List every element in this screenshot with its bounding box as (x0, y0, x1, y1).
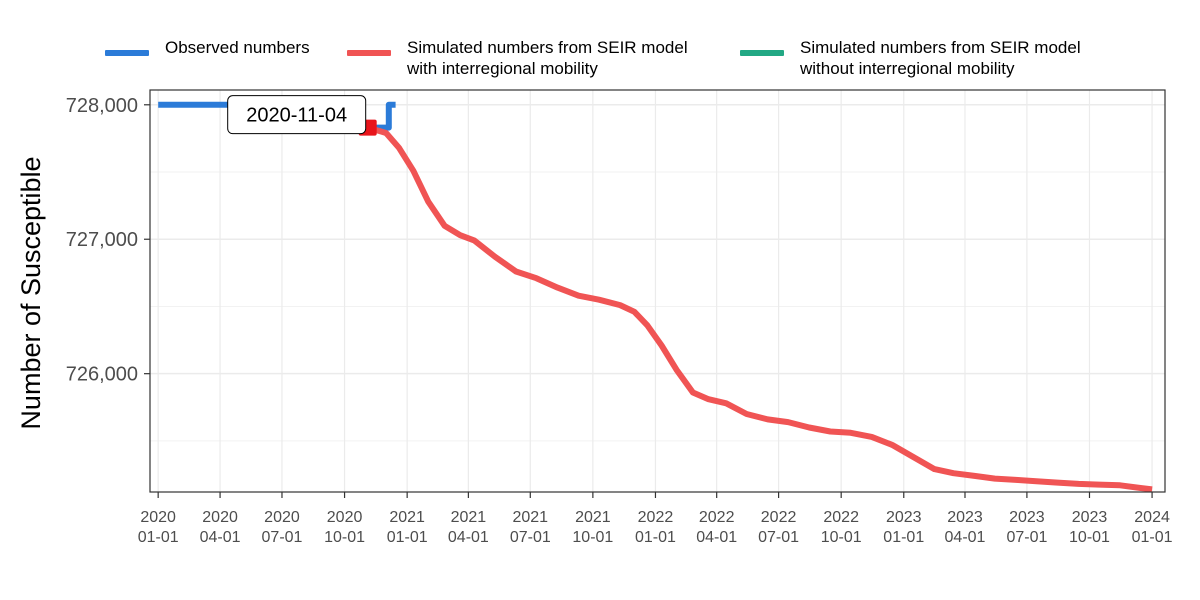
legend-key-without-mobility (740, 50, 784, 56)
x-tick-label-monthday: 01-01 (1132, 529, 1173, 546)
x-tick-label-monthday: 07-01 (758, 529, 799, 546)
grid-layer (150, 90, 1165, 492)
y-axis-title: Number of Susceptible (16, 156, 46, 429)
x-tick-label-year: 2021 (389, 509, 425, 526)
legend-label-observed: Observed numbers (165, 38, 310, 57)
y-tick-label: 727,000 (66, 229, 138, 251)
axis-layer: 2020 01-01 2020 04-01 2020 07-01 2020 10-01 2021… (66, 89, 1173, 546)
panel-border (149, 89, 1166, 493)
x-tick-label-year: 2022 (761, 509, 797, 526)
annotation-box (227, 95, 367, 135)
x-tick-label-monthday: 01-01 (138, 529, 179, 546)
x-tick-label-monthday: 01-01 (883, 529, 924, 546)
x-tick-label-monthday: 01-01 (635, 529, 676, 546)
x-tick-label-year: 2024 (1134, 509, 1170, 526)
legend-key-with-mobility (347, 50, 391, 56)
x-tick-label-year: 2020 (327, 509, 363, 526)
chart-legend: Observed numbers Simulated numbers from … (100, 36, 1200, 80)
series-line-1 (366, 124, 1153, 493)
x-tick-label-year: 2020 (202, 509, 238, 526)
x-tick-label-monthday: 04-01 (448, 529, 489, 546)
x-tick-label-year: 2023 (947, 509, 983, 526)
annotation-layer: 2020-11-04 (227, 95, 377, 136)
x-tick-label-monthday: 04-01 (200, 529, 241, 546)
x-tick-label-year: 2023 (886, 509, 922, 526)
x-tick-label-monthday: 04-01 (696, 529, 737, 546)
legend-label-with-mobility: Simulated numbers from SEIR model with i… (407, 38, 688, 78)
x-tick-label-year: 2020 (140, 509, 176, 526)
x-tick-label-monthday: 10-01 (324, 529, 365, 546)
x-tick-label-monthday: 10-01 (1069, 529, 1110, 546)
x-tick-label-monthday: 04-01 (945, 529, 986, 546)
x-tick-label-year: 2021 (575, 509, 611, 526)
x-tick-label-monthday: 10-01 (821, 529, 862, 546)
x-tick-label-year: 2021 (451, 509, 487, 526)
x-tick-label-year: 2023 (1072, 509, 1108, 526)
x-tick-label-year: 2022 (823, 509, 859, 526)
x-tick-label-year: 2021 (512, 509, 548, 526)
annotation-label: 2020-11-04 (246, 105, 347, 127)
x-tick-label-monthday: 10-01 (572, 529, 613, 546)
legend-label-without-mobility: Simulated numbers from SEIR model withou… (800, 38, 1081, 78)
y-tick-label: 726,000 (66, 364, 138, 386)
x-tick-label-year: 2022 (699, 509, 735, 526)
legend-key-observed (105, 50, 149, 56)
x-tick-label-year: 2022 (638, 509, 674, 526)
x-tick-label-year: 2023 (1009, 509, 1045, 526)
y-tick-label: 728,000 (66, 95, 138, 117)
x-tick-label-monthday: 07-01 (1006, 529, 1047, 546)
x-tick-label-year: 2020 (264, 509, 300, 526)
x-tick-label-monthday: 01-01 (387, 529, 428, 546)
x-tick-label-monthday: 07-01 (510, 529, 551, 546)
x-tick-label-monthday: 07-01 (262, 529, 303, 546)
